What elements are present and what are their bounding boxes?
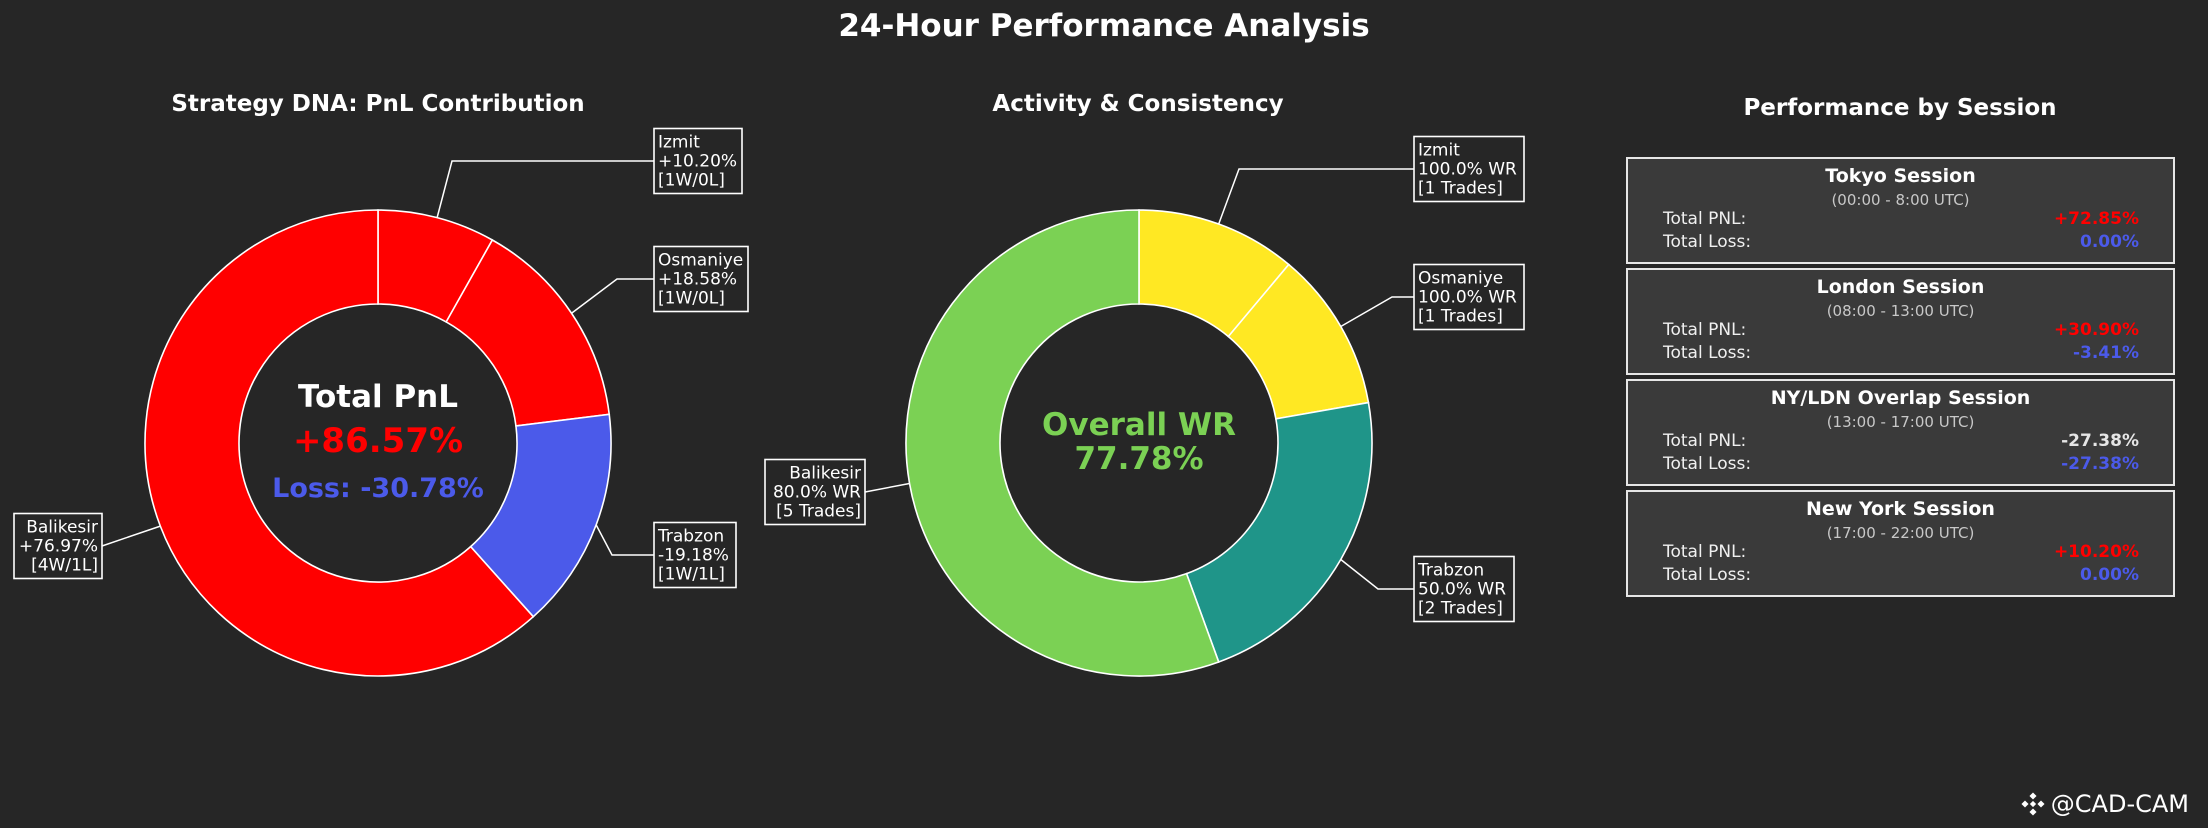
slice-trabzon <box>1185 401 1373 663</box>
session-pnl-label: Total PNL: <box>1663 320 1747 340</box>
pnl-center-heading: Total PnL <box>298 379 458 415</box>
callout-text-trabzon-0: Trabzon <box>657 527 724 547</box>
wr-center-heading: Overall WR <box>1042 407 1236 443</box>
callout-text-trabzon-0: Trabzon <box>1417 561 1484 581</box>
session-pnl-value: +30.90% <box>2053 320 2139 340</box>
wr-chart-title: Activity & Consistency <box>992 91 1284 117</box>
session-name: New York Session <box>1806 498 1995 520</box>
callout-text-balikesir-1: 80.0% WR <box>773 483 861 503</box>
binance-diamond-icon <box>2021 792 2045 816</box>
main-title: 24-Hour Performance Analysis <box>838 8 1370 44</box>
session-pnl-value: +10.20% <box>2053 542 2139 562</box>
session-loss-value: 0.00% <box>2080 232 2139 252</box>
pnl-donut <box>144 209 612 677</box>
callout-text-trabzon-2: [2 Trades] <box>1418 599 1503 619</box>
callout-box-trabzon <box>1413 555 1515 623</box>
pnl-center-loss: Loss: -30.78% <box>272 473 484 504</box>
callout-text-osmaniye-0: Osmaniye <box>658 251 743 271</box>
callout-line-osmaniye <box>1340 296 1414 328</box>
callout-line-trabzon <box>595 524 654 556</box>
callout-text-izmit-2: [1W/0L] <box>658 171 725 191</box>
callout-box-balikesir <box>764 458 866 526</box>
session-card-london-session: London Session (08:00 - 13:00 UTC) Total P… <box>1626 268 2175 375</box>
session-pnl-label: Total PNL: <box>1663 431 1747 451</box>
session-pnl-label: Total PNL: <box>1663 209 1747 229</box>
callout-box-balikesir <box>13 512 103 580</box>
watermark-text: @CAD-CAM <box>2050 790 2189 818</box>
pnl-chart-title: Strategy DNA: PnL Contribution <box>171 91 585 117</box>
callout-box-osmaniye <box>653 245 749 313</box>
session-card-ny-ldn-overlap-session: NY/LDN Overlap Session (13:00 - 17:00 UTC… <box>1626 379 2175 486</box>
wr-center-value: 77.78% <box>1074 441 1203 477</box>
session-loss-value: 0.00% <box>2080 565 2139 585</box>
callout-box-osmaniye <box>1413 263 1525 331</box>
callout-text-trabzon-1: 50.0% WR <box>1418 580 1506 600</box>
callout-line-izmit <box>436 160 654 218</box>
callout-text-izmit-2: [1 Trades] <box>1418 179 1503 199</box>
session-name: NY/LDN Overlap Session <box>1770 387 2031 409</box>
session-name: Tokyo Session <box>1825 165 1976 187</box>
callout-text-trabzon-2: [1W/1L] <box>658 565 725 585</box>
callout-text-izmit-1: 100.0% WR <box>1418 160 1517 180</box>
slice-balikesir <box>144 209 535 677</box>
session-time: (08:00 - 13:00 UTC) <box>1826 302 1975 320</box>
callout-text-balikesir-0: Balikesir <box>789 464 861 484</box>
slice-balikesir <box>905 209 1220 677</box>
wr-donut <box>905 209 1373 677</box>
session-name: London Session <box>1816 276 1985 298</box>
session-loss-value: -3.41% <box>2072 343 2139 363</box>
session-card-new-york-session: New York Session (17:00 - 22:00 UTC) Total… <box>1626 490 2175 597</box>
session-pnl-value: +72.85% <box>2053 209 2139 229</box>
callout-line-izmit <box>1217 168 1414 225</box>
callout-text-izmit-0: Izmit <box>1418 141 1460 161</box>
session-loss-label: Total Loss: <box>1663 232 1752 252</box>
callout-text-izmit-0: Izmit <box>658 133 700 153</box>
callout-text-trabzon-1: -19.18% <box>658 546 729 566</box>
pnl-callouts: Izmit+10.20%[1W/0L]Osmaniye+18.58%[1W/0L… <box>13 127 749 589</box>
callout-box-izmit <box>653 127 743 195</box>
callout-text-osmaniye-1: +18.58% <box>658 270 737 290</box>
session-loss-label: Total Loss: <box>1663 565 1752 585</box>
session-loss-label: Total Loss: <box>1663 454 1752 474</box>
callout-text-osmaniye-1: 100.0% WR <box>1418 288 1517 308</box>
session-time: (13:00 - 17:00 UTC) <box>1826 413 1975 431</box>
callout-text-izmit-1: +10.20% <box>658 152 737 172</box>
callout-text-osmaniye-0: Osmaniye <box>1418 269 1503 289</box>
callout-line-balikesir <box>101 525 161 547</box>
session-pnl-value: -27.38% <box>2061 431 2139 451</box>
session-time: (00:00 - 8:00 UTC) <box>1831 191 1970 209</box>
watermark: @CAD-CAM <box>2021 790 2189 818</box>
session-table: Tokyo Session (00:00 - 8:00 UTC) Total PNL… <box>1626 157 2175 601</box>
session-loss-value: -27.38% <box>2061 454 2139 474</box>
callout-line-osmaniye <box>571 278 654 314</box>
callout-line-trabzon <box>1340 558 1414 590</box>
session-panel-title: Performance by Session <box>1743 95 2057 121</box>
callout-text-balikesir-1: +76.97% <box>19 537 98 557</box>
callout-box-izmit <box>1413 135 1525 203</box>
callout-line-balikesir <box>864 482 910 493</box>
callout-text-balikesir-0: Balikesir <box>26 518 98 538</box>
callout-box-trabzon <box>653 521 737 589</box>
session-pnl-label: Total PNL: <box>1663 542 1747 562</box>
callout-text-balikesir-2: [4W/1L] <box>31 556 98 576</box>
session-card-tokyo-session: Tokyo Session (00:00 - 8:00 UTC) Total PNL… <box>1626 157 2175 264</box>
session-loss-label: Total Loss: <box>1663 343 1752 363</box>
session-time: (17:00 - 22:00 UTC) <box>1826 524 1975 542</box>
callout-text-osmaniye-2: [1 Trades] <box>1418 307 1503 327</box>
callout-text-osmaniye-2: [1W/0L] <box>658 289 725 309</box>
pnl-center-total: +86.57% <box>293 421 463 461</box>
callout-text-balikesir-2: [5 Trades] <box>776 502 861 522</box>
